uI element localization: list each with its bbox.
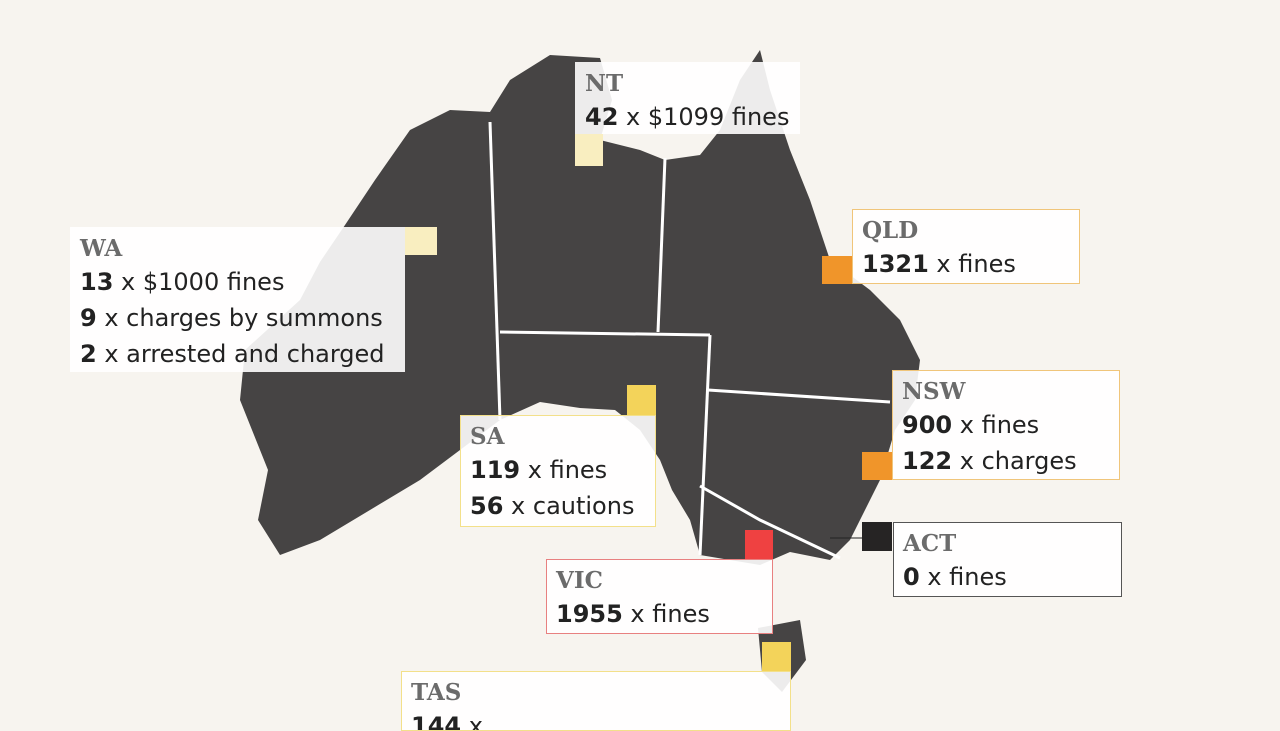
- stat-line: 13 x $1000 fines: [80, 264, 395, 300]
- tas-state-name: TAS: [411, 679, 462, 706]
- stat-count: 1955: [556, 600, 623, 628]
- qld-state-name: QLD: [862, 217, 919, 244]
- sa-label-box: SA 119 x fines 56 x cautions: [460, 415, 656, 527]
- vic-label-box: VIC 1955 x fines: [546, 559, 773, 634]
- stat-line: 42 x $1099 fines: [585, 99, 790, 133]
- stat-count: 144: [411, 712, 462, 731]
- stat-text: x fines: [928, 250, 1016, 278]
- wa-swatch: [405, 227, 437, 255]
- stat-text: x fines: [520, 456, 608, 484]
- stat-text: x charges: [952, 447, 1077, 475]
- act-swatch: [862, 522, 892, 551]
- stat-line: 0 x fines: [903, 559, 1112, 595]
- stat-text: x fines: [622, 600, 710, 628]
- tas-label-box: TAS 144 x: [401, 671, 791, 731]
- stat-count: 0: [903, 563, 920, 591]
- vic-swatch: [745, 530, 773, 559]
- wa-label-box: WA 13 x $1000 fines 9 x charges by summons…: [70, 227, 405, 372]
- stat-count: 9: [80, 304, 97, 332]
- stat-count: 119: [470, 456, 521, 484]
- stat-line: 1321 x fines: [862, 246, 1070, 282]
- nsw-swatch: [862, 452, 892, 480]
- qld-swatch: [822, 256, 852, 284]
- nsw-state-name: NSW: [902, 378, 966, 405]
- stat-text: x fines: [919, 563, 1007, 591]
- nt-label-box: NT 42 x $1099 fines: [575, 62, 800, 134]
- stat-text: x: [461, 712, 483, 731]
- stat-line: 900 x fines: [902, 407, 1110, 443]
- stat-text: x fines: [952, 411, 1040, 439]
- stat-line: 119 x fines: [470, 452, 646, 488]
- stat-line: 9 x charges by summons: [80, 300, 395, 336]
- stat-count: 13: [80, 268, 114, 296]
- act-state-name: ACT: [903, 530, 957, 557]
- sa-state-name: SA: [470, 423, 505, 450]
- stat-text: x cautions: [503, 492, 635, 520]
- stat-text: x $1099 fines: [618, 103, 790, 131]
- stat-count: 122: [902, 447, 953, 475]
- stat-text: x $1000 fines: [113, 268, 285, 296]
- stat-text: x charges by summons: [96, 304, 383, 332]
- stat-line: 122 x charges: [902, 443, 1110, 479]
- nt-state-name: NT: [585, 70, 624, 97]
- act-label-box: ACT 0 x fines: [893, 522, 1122, 597]
- stat-line: 2 x arrested and charged: [80, 336, 395, 371]
- stat-count: 42: [585, 103, 619, 131]
- stat-count: 2: [80, 340, 97, 368]
- sa-swatch: [627, 385, 656, 415]
- stat-line: 56 x cautions: [470, 488, 646, 524]
- vic-state-name: VIC: [556, 567, 603, 594]
- nsw-label-box: NSW 900 x fines 122 x charges: [892, 370, 1120, 480]
- state-borders: [488, 121, 891, 560]
- stat-count: 1321: [862, 250, 929, 278]
- wa-state-name: WA: [80, 235, 123, 262]
- stat-text: x arrested and charged: [96, 340, 385, 368]
- tas-swatch: [762, 642, 791, 671]
- nt-swatch: [575, 134, 603, 166]
- qld-label-box: QLD 1321 x fines: [852, 209, 1080, 284]
- stat-count: 900: [902, 411, 953, 439]
- mainland: [240, 50, 920, 565]
- stat-line: 1955 x fines: [556, 596, 763, 632]
- stat-count: 56: [470, 492, 504, 520]
